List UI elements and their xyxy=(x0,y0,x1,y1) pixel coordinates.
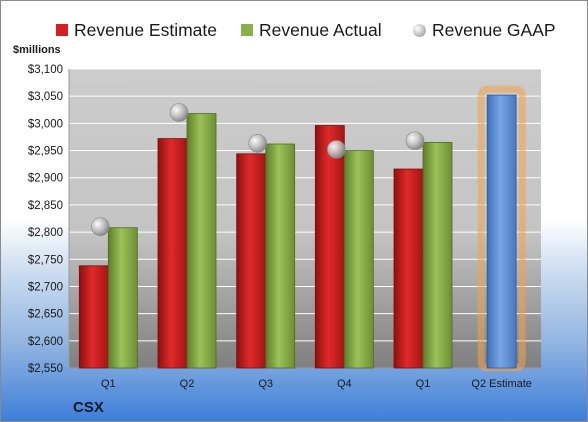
legend: Revenue Estimate Revenue Actual Revenue GA… xyxy=(1,17,587,43)
legend-marker-icon xyxy=(413,23,426,37)
gaap-marker xyxy=(169,103,189,122)
y-tick-label: $3,000 xyxy=(28,118,63,130)
actual-bar xyxy=(265,143,296,369)
estimate-bar xyxy=(157,138,188,369)
y-tick-label: $2,900 xyxy=(28,173,63,185)
y-tick-label: $2,600 xyxy=(28,336,63,348)
legend-label: Revenue Actual xyxy=(259,19,382,40)
actual-bar xyxy=(343,150,374,369)
y-axis-units-label: $millions xyxy=(13,44,61,56)
estimate-bar xyxy=(393,168,424,369)
y-tick-label: $2,750 xyxy=(28,254,63,266)
y-tick-label: $2,700 xyxy=(28,281,63,293)
estimate-bar xyxy=(314,125,345,369)
x-tick-label: Q1 xyxy=(101,378,116,390)
y-tick-label: $2,550 xyxy=(28,363,63,375)
plot-area xyxy=(69,69,541,368)
legend-item: Revenue GAAP xyxy=(413,17,556,43)
q2-estimate-bar xyxy=(486,94,517,369)
x-tick-label: Q2 Estimate xyxy=(471,378,532,390)
x-tick-label: Q3 xyxy=(258,378,273,390)
gaap-marker xyxy=(248,134,267,153)
legend-label: Revenue GAAP xyxy=(432,19,556,40)
actual-bar xyxy=(107,227,138,369)
estimate-bar xyxy=(236,153,267,369)
y-tick-label: $2,950 xyxy=(28,146,63,158)
actual-bar xyxy=(422,141,453,369)
legend-swatch-icon xyxy=(56,24,68,36)
x-tick-label: Q1 xyxy=(416,378,431,390)
gaap-marker xyxy=(405,131,425,151)
x-tick-label: Q2 xyxy=(180,378,195,390)
legend-swatch-icon xyxy=(241,24,253,36)
estimate-bar xyxy=(78,265,109,369)
y-tick-label: $3,100 xyxy=(28,64,63,76)
legend-item: Revenue Actual xyxy=(241,17,382,43)
gaap-marker xyxy=(91,217,110,236)
gaap-marker xyxy=(327,140,346,159)
y-tick-label: $3,050 xyxy=(28,91,63,103)
y-tick-label: $2,850 xyxy=(28,200,63,212)
legend-item: Revenue Estimate xyxy=(56,17,217,43)
actual-bar xyxy=(186,113,217,369)
x-tick-label: Q4 xyxy=(337,378,352,390)
company-name: CSX xyxy=(73,399,104,416)
y-tick-label: $2,650 xyxy=(28,309,63,321)
legend-label: Revenue Estimate xyxy=(74,19,217,40)
y-tick-label: $2,800 xyxy=(28,227,63,239)
